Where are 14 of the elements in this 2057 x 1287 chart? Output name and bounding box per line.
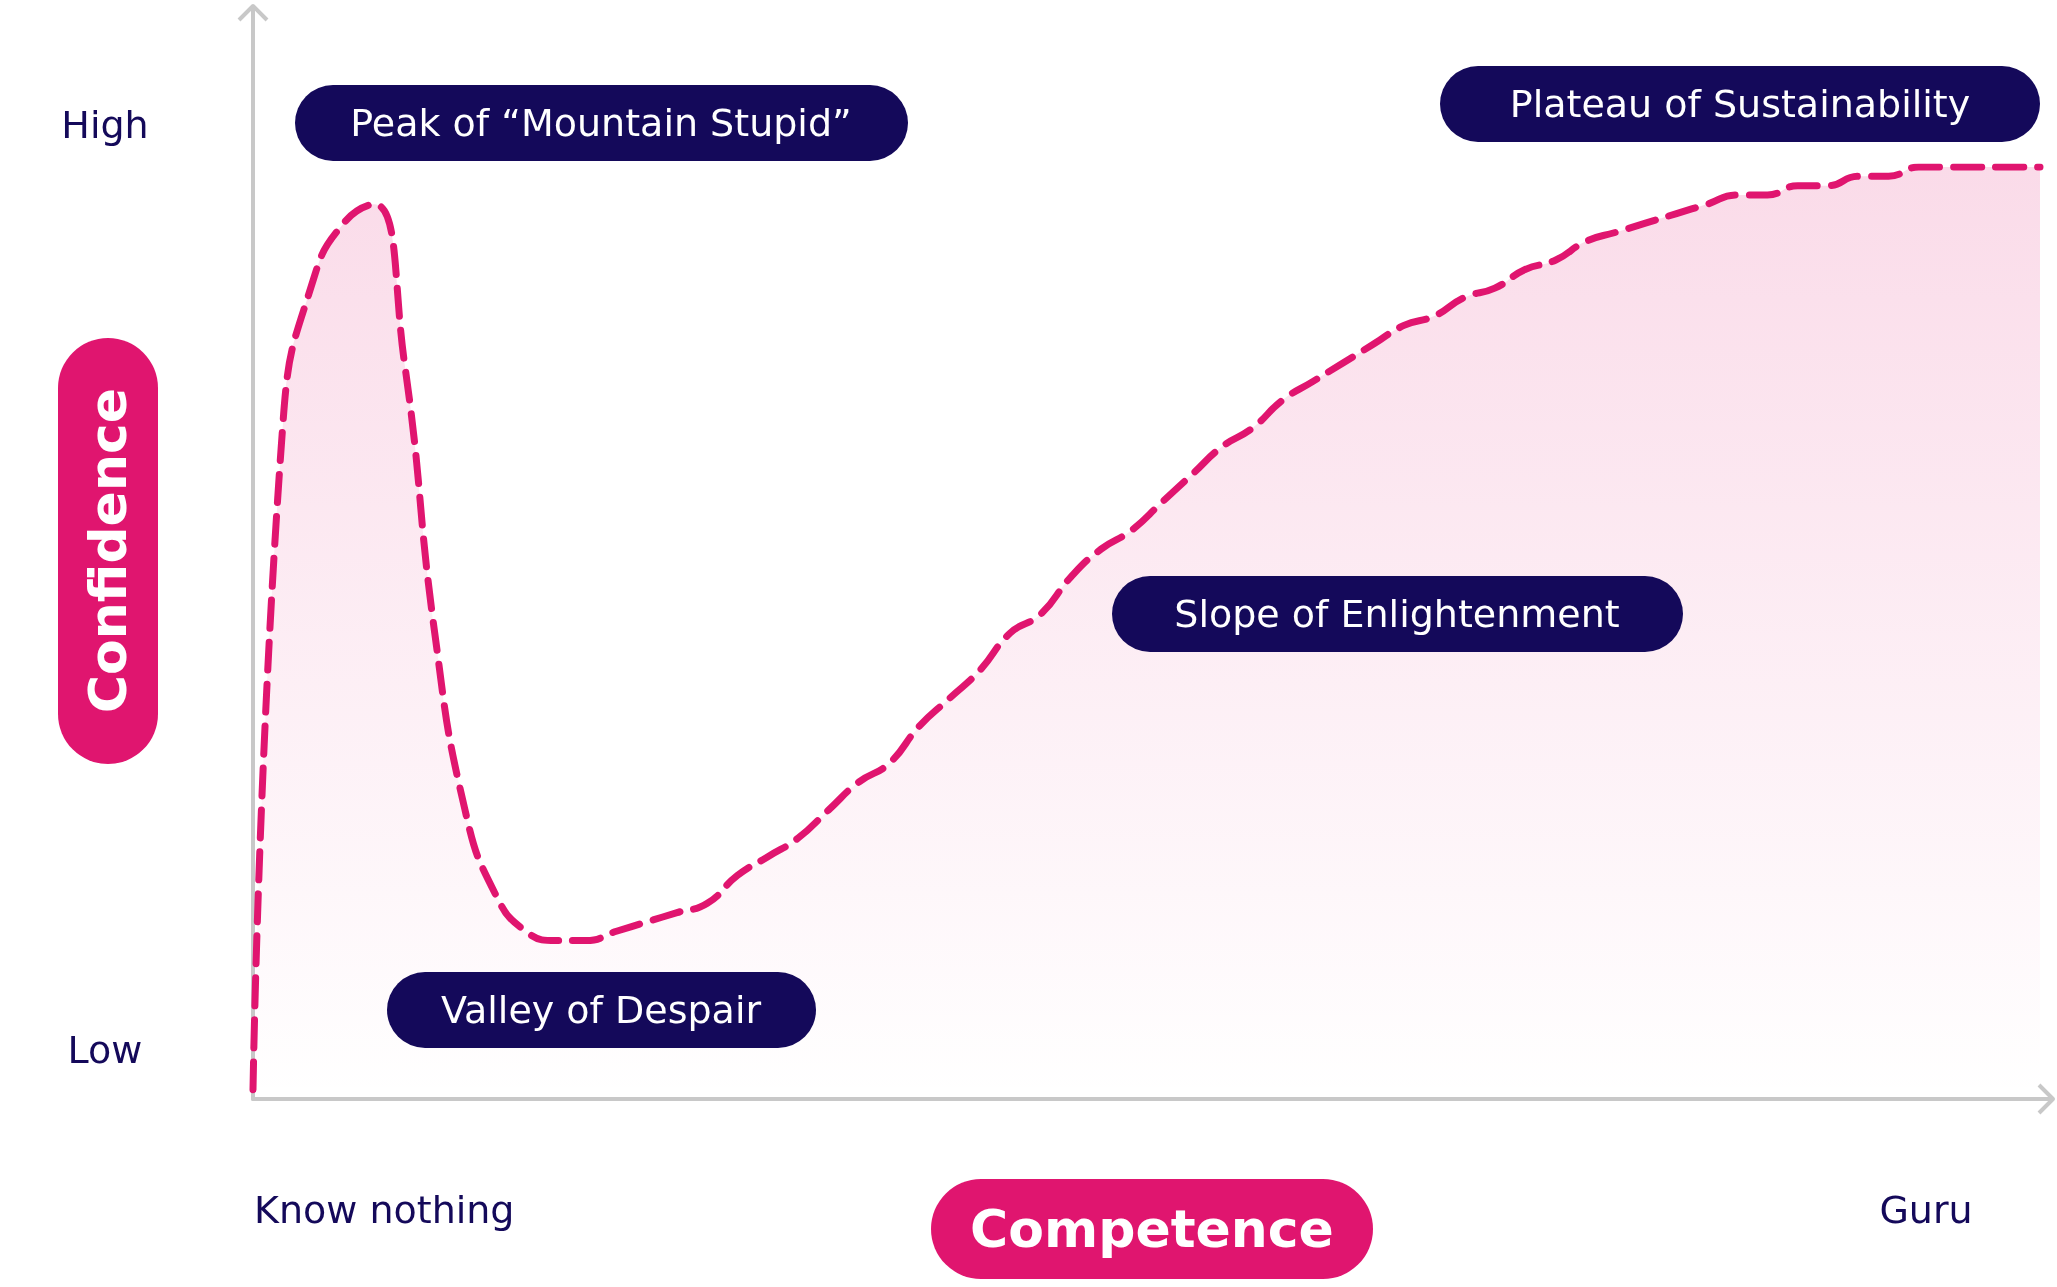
annotation: Valley of Despair (440, 988, 762, 1032)
pill: Slope of Enlightenment (1111, 576, 1683, 652)
pill: Plateau of Sustainability (1440, 66, 2040, 142)
y-axis-title: Confidence (78, 388, 138, 714)
text: High (61, 103, 149, 147)
pill: Valley of Despair (386, 972, 816, 1048)
annotation: Slope of Enlightenment (1174, 592, 1620, 636)
text: Low (67, 1028, 143, 1072)
pill: Peak of “Mountain Stupid” (294, 85, 908, 161)
pill: Confidence (58, 338, 158, 764)
text: Know nothing (254, 1188, 515, 1232)
text: Guru (1879, 1188, 1973, 1232)
pill: Competence (931, 1179, 1373, 1279)
x-axis-title: Competence (970, 1199, 1334, 1259)
